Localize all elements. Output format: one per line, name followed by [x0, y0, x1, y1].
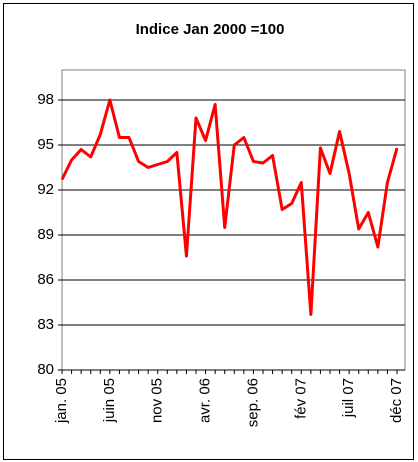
y-tick-label: 86 [37, 271, 54, 288]
x-tick-label: sep. 06 [244, 378, 261, 427]
y-tick-label: 92 [37, 181, 54, 198]
line-series [60, 98, 399, 316]
y-tick-label: 95 [37, 136, 54, 153]
y-tick-label: 83 [37, 316, 54, 333]
y-tick-label: 98 [37, 91, 54, 108]
plot-area [61, 69, 406, 371]
x-tick-label: nov 05 [149, 378, 166, 423]
y-tick-label: 89 [37, 226, 54, 243]
x-tick-label: avr. 06 [197, 378, 214, 423]
x-tick-label: juin 05 [101, 378, 118, 423]
chart-title: Indice Jan 2000 =100 [136, 21, 285, 38]
x-tick-label: déc 07 [388, 378, 405, 423]
x-tick-label: fév 07 [292, 378, 309, 419]
x-tick-label: juil 07 [340, 378, 357, 418]
x-tick-label: jan. 05 [53, 378, 70, 424]
y-tick-label: 80 [37, 361, 54, 378]
